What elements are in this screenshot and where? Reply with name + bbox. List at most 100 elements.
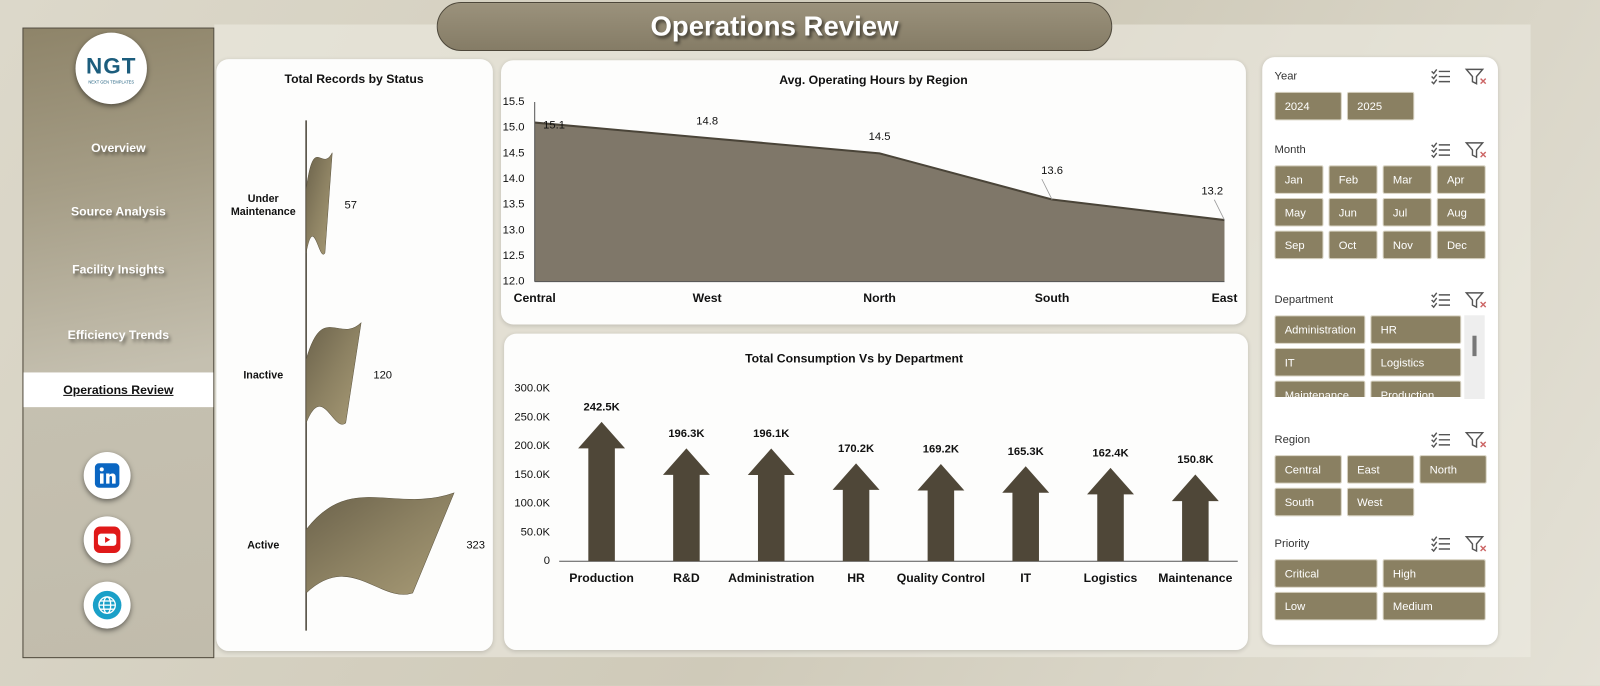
slicer-icons[interactable] — [1428, 289, 1489, 317]
web-glyph — [92, 590, 122, 620]
slicer-button[interactable]: Production — [1370, 380, 1462, 397]
slicer-button[interactable]: Administration — [1274, 315, 1366, 344]
slicer-button[interactable]: Low — [1274, 591, 1378, 621]
page-title: Operations Review — [436, 2, 1113, 52]
linkedin-icon[interactable] — [83, 452, 131, 499]
logo-tagline: NEXT GEN TEMPLATES — [88, 79, 135, 85]
nav-item[interactable]: Overview — [91, 140, 146, 156]
slicer-button[interactable]: Apr — [1436, 165, 1486, 194]
x-tick-label: Production — [569, 571, 634, 585]
slicer-buttons: Critical High Low Medium — [1274, 559, 1488, 621]
x-tick-label: South — [1035, 291, 1070, 305]
slicer-button[interactable]: IT — [1274, 347, 1366, 377]
logo-text: NGT — [85, 53, 137, 79]
slicer-button[interactable]: Maintenance — [1274, 380, 1366, 397]
youtube-icon[interactable] — [83, 516, 131, 564]
scrollbar[interactable] — [1464, 315, 1485, 399]
x-tick-label: North — [863, 291, 896, 305]
y-tick-label: 15.0 — [503, 122, 525, 134]
leader-line — [1041, 178, 1053, 200]
nav-item[interactable]: Source Analysis — [70, 204, 166, 219]
y-tick-label: 14.0 — [503, 173, 525, 185]
bar — [1087, 467, 1134, 562]
slicer-button[interactable]: Aug — [1436, 197, 1486, 227]
y-tick-label: 12.5 — [503, 250, 525, 262]
x-tick-label: East — [1212, 291, 1238, 305]
slicer-button[interactable]: Oct — [1328, 230, 1378, 260]
chart-title: Total Consumption Vs by Department — [745, 351, 963, 365]
slicer-button[interactable]: Dec — [1436, 230, 1486, 260]
x-tick-label: R&D — [673, 571, 700, 585]
slicer-button[interactable]: West — [1346, 487, 1415, 517]
slicer-button[interactable]: 2025 — [1346, 91, 1415, 121]
bar — [305, 492, 455, 595]
y-tick-label: 13.5 — [503, 199, 525, 211]
slicer-title: Region — [1274, 433, 1311, 446]
data-label: 57 — [344, 199, 356, 211]
slicer: Year 2024 2025 — [1274, 65, 1489, 121]
bar — [662, 448, 710, 562]
slicer-title: Month — [1274, 143, 1306, 157]
slicer: Region Central East North South West — [1274, 429, 1488, 517]
data-label: 13.2 — [1201, 185, 1223, 197]
nav-item[interactable]: Efficiency Trends — [67, 327, 170, 342]
y-tick-label: 100.0K — [514, 498, 550, 510]
nav-item[interactable]: Operations Review — [23, 372, 214, 408]
x-tick-label: Logistics — [1084, 571, 1138, 585]
data-label: 150.8K — [1177, 454, 1213, 466]
slicer-icons[interactable] — [1428, 533, 1489, 561]
slicer-button[interactable]: Jan — [1274, 165, 1324, 194]
slicer-button[interactable]: Nov — [1382, 230, 1432, 260]
slicer-button[interactable]: North — [1419, 455, 1487, 484]
data-label: 15.1 — [543, 120, 565, 132]
data-label: 196.3K — [668, 428, 704, 440]
slicer: Priority Critical High Low Medium — [1274, 533, 1488, 621]
data-label: 196.1K — [753, 428, 789, 440]
y-tick-label: 150.0K — [514, 469, 550, 481]
category-label: Active — [247, 539, 279, 551]
slicer-button[interactable]: Sep — [1274, 230, 1324, 260]
chart-title: Total Records by Status — [285, 72, 424, 86]
slicer-button[interactable]: May — [1274, 197, 1324, 227]
slicer-button[interactable]: Jun — [1328, 197, 1378, 227]
category-label: Under Maintenance — [231, 193, 296, 218]
slicer-button[interactable]: Medium — [1382, 591, 1486, 621]
x-tick-label: Maintenance — [1158, 571, 1232, 585]
y-tick-label: 300.0K — [514, 383, 550, 395]
slicer-button[interactable]: 2024 — [1274, 91, 1342, 121]
x-tick-label: Administration — [728, 571, 814, 585]
slicer: Department Administration HR IT Logistics Mai… — [1274, 289, 1489, 399]
bar — [305, 322, 362, 425]
slicer-button[interactable]: Logistics — [1370, 347, 1462, 377]
nav-item[interactable]: Facility Insights — [72, 262, 165, 277]
slicer-title: Priority — [1274, 537, 1310, 550]
category-label: Inactive — [243, 369, 283, 381]
slicer-button[interactable]: Feb — [1328, 165, 1378, 194]
scroll-thumb[interactable] — [1472, 335, 1477, 357]
slicer-button[interactable]: South — [1274, 487, 1342, 517]
x-tick-label: West — [693, 291, 722, 305]
slicer: Month Jan Feb Mar Apr May Jun Jul Aug Sep Oct Nov De… — [1274, 139, 1489, 260]
slicer-button[interactable]: Critical — [1274, 559, 1378, 588]
slicer-button[interactable]: Jul — [1382, 197, 1432, 227]
slicer-button[interactable]: East — [1346, 455, 1415, 484]
y-tick-label: 200.0K — [514, 440, 550, 452]
slicer-button[interactable]: Mar — [1382, 165, 1432, 194]
slicer-icons[interactable] — [1428, 139, 1489, 167]
slicer-button[interactable]: HR — [1370, 315, 1462, 344]
bar — [305, 152, 333, 255]
slicer-icons[interactable] — [1428, 429, 1489, 457]
slicer-button[interactable]: High — [1382, 559, 1486, 588]
sidebar: NGT NEXT GEN TEMPLATES Overview Source An… — [22, 27, 215, 659]
slicer-icons[interactable] — [1428, 65, 1489, 93]
x-tick-label: Central — [514, 291, 556, 305]
slicer-buttons: Administration HR IT Logistics Maintenance Pr… — [1274, 315, 1462, 397]
slicer-button[interactable]: Central — [1274, 455, 1342, 484]
slicer-buttons: Central East North South West — [1274, 455, 1488, 517]
data-label: 169.2K — [923, 444, 959, 456]
data-label: 323 — [466, 540, 485, 552]
web-icon[interactable] — [83, 581, 131, 629]
y-tick-label: 50.0K — [521, 526, 551, 538]
